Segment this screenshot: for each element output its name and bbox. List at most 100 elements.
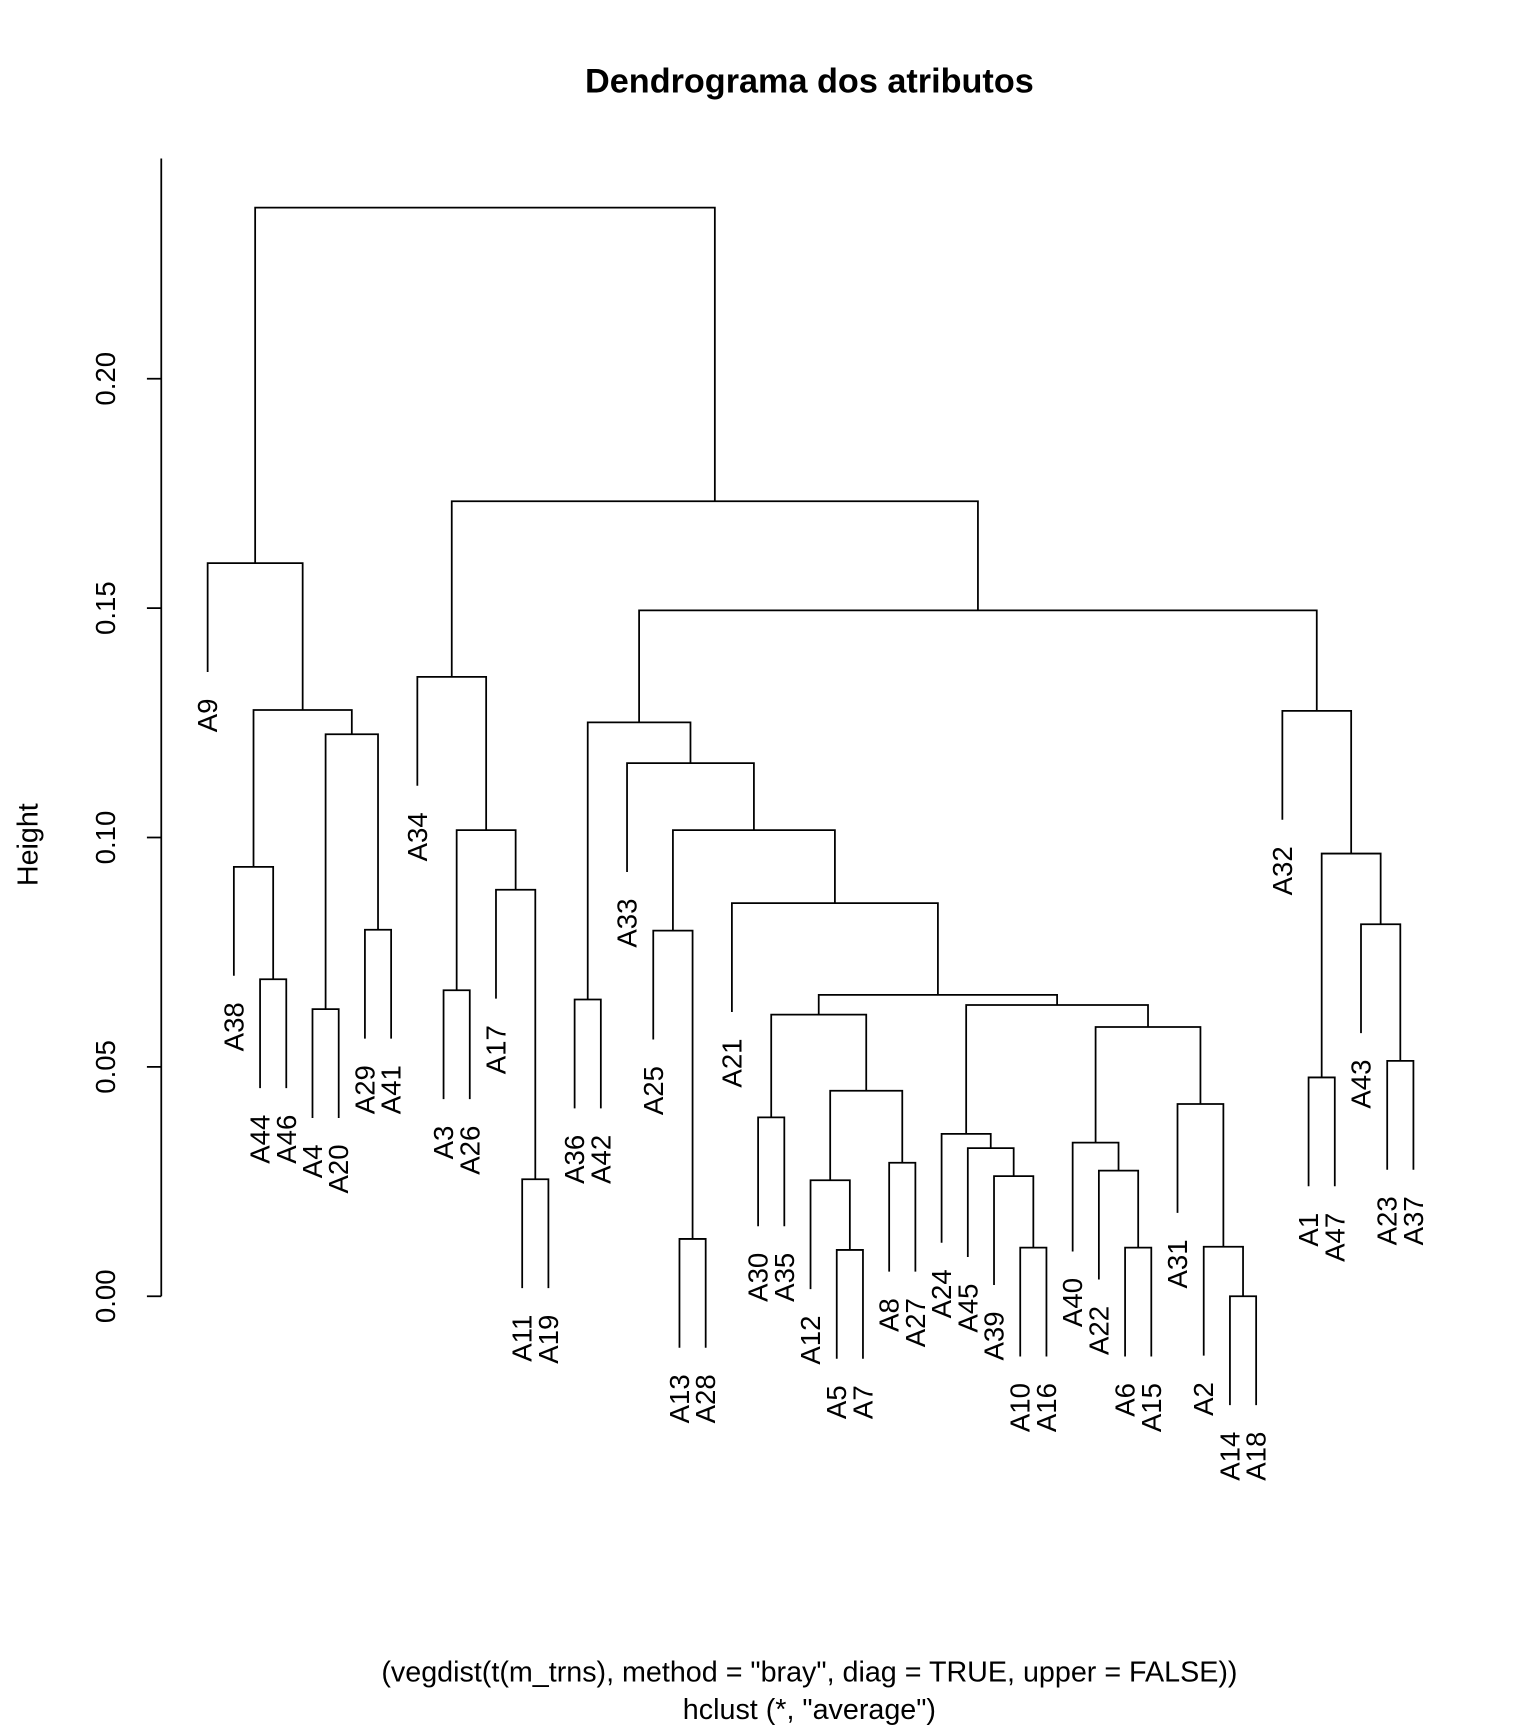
leaf-label: A11 xyxy=(507,1315,538,1362)
merge-link xyxy=(1124,1246,1153,1357)
merge-link xyxy=(450,500,979,677)
merge-link xyxy=(672,829,836,931)
leaf-label: A40 xyxy=(1057,1278,1088,1327)
leaf-label: A6 xyxy=(1110,1383,1141,1417)
merge-link xyxy=(573,998,602,1109)
leaf-label: A41 xyxy=(376,1065,407,1114)
merge-link xyxy=(1176,1103,1225,1247)
dendrogram-tree xyxy=(206,206,1415,1406)
leaf-label: A15 xyxy=(1136,1383,1167,1432)
leaf-label: A47 xyxy=(1319,1213,1350,1262)
merge-link xyxy=(455,829,517,991)
merge-link xyxy=(442,989,471,1100)
leaf-label: A14 xyxy=(1214,1432,1245,1481)
y-tick-label: 0.20 xyxy=(90,352,121,406)
merge-link xyxy=(809,1179,851,1290)
leaf-label: A23 xyxy=(1372,1196,1403,1245)
merge-link xyxy=(206,562,304,710)
subtitle: hclust (*, "average") xyxy=(683,1694,936,1726)
leaf-label: A9 xyxy=(192,699,223,733)
leaf-label: A20 xyxy=(323,1144,354,1193)
leaf-label: A36 xyxy=(559,1135,590,1184)
merge-link xyxy=(416,676,488,831)
merge-link xyxy=(965,1004,1149,1134)
leaf-label: A32 xyxy=(1267,846,1298,895)
leaf-label: A34 xyxy=(402,812,433,861)
leaf-label: A2 xyxy=(1188,1382,1219,1416)
merge-link xyxy=(1386,1060,1415,1170)
y-tick-label: 0.05 xyxy=(90,1040,121,1094)
merge-link xyxy=(1094,1026,1202,1143)
leaf-label: A16 xyxy=(1031,1383,1062,1432)
merge-link xyxy=(770,1013,868,1118)
leaf-label: A5 xyxy=(821,1385,852,1419)
leaf-label: A28 xyxy=(690,1374,721,1423)
merge-link xyxy=(1019,1246,1048,1357)
merge-link xyxy=(678,1238,707,1348)
leaf-label: A1 xyxy=(1293,1213,1324,1247)
merge-link xyxy=(1229,1295,1258,1406)
leaf-label: A39 xyxy=(979,1311,1010,1360)
leaf-label: A3 xyxy=(428,1126,459,1160)
leaf-label: A45 xyxy=(952,1283,983,1332)
leaf-label: A19 xyxy=(533,1315,564,1364)
merge-link xyxy=(232,865,275,980)
leaf-label: A12 xyxy=(795,1316,826,1365)
leaf-label: A8 xyxy=(874,1298,905,1332)
y-tick-label: 0.00 xyxy=(90,1269,121,1323)
merge-link xyxy=(324,733,379,1010)
leaf-label: A33 xyxy=(612,899,643,948)
leaf-label: A4 xyxy=(297,1144,328,1178)
merge-link xyxy=(521,1178,550,1289)
leaf-label: A46 xyxy=(271,1115,302,1164)
merge-link xyxy=(888,1161,917,1272)
merge-link xyxy=(966,1147,1015,1257)
merge-link xyxy=(259,978,288,1089)
leaf-label: A37 xyxy=(1398,1196,1429,1245)
merge-link xyxy=(757,1116,786,1227)
merge-link xyxy=(254,206,716,564)
leaf-label: A31 xyxy=(1162,1239,1193,1288)
leaf-label: A43 xyxy=(1345,1060,1376,1109)
merge-link xyxy=(1360,923,1402,1061)
merge-link xyxy=(993,1175,1035,1285)
x-axis-label: (vegdist(t(m_trns), method = "bray", dia… xyxy=(381,1657,1237,1689)
merge-link xyxy=(626,762,755,873)
leaf-label: A35 xyxy=(769,1253,800,1302)
leaf-label: A25 xyxy=(638,1066,669,1115)
merge-link xyxy=(835,1249,864,1359)
chart-title: Dendrograma dos atributos xyxy=(585,63,1034,101)
y-tick-label: 0.15 xyxy=(90,581,121,635)
leaf-label: A27 xyxy=(900,1298,931,1347)
leaf-label: A42 xyxy=(585,1135,616,1184)
leaf-label: A13 xyxy=(664,1374,695,1423)
merge-link xyxy=(829,1089,904,1181)
merge-link xyxy=(1202,1245,1244,1356)
y-axis-label: Height xyxy=(13,803,45,886)
merge-link xyxy=(311,1008,340,1118)
merge-link xyxy=(1281,709,1353,854)
y-tick-label: 0.10 xyxy=(90,811,121,865)
leaf-label: A30 xyxy=(743,1253,774,1302)
leaf-label: A29 xyxy=(349,1065,380,1114)
leaf-label: A17 xyxy=(480,1025,511,1074)
leaf-label: A22 xyxy=(1083,1306,1114,1355)
merge-link xyxy=(364,928,393,1039)
leaf-label: A44 xyxy=(245,1115,276,1164)
leaf-label: A21 xyxy=(716,1038,747,1087)
merge-link xyxy=(731,902,939,1012)
merge-link xyxy=(1097,1169,1140,1280)
merge-link xyxy=(1307,1076,1336,1187)
merge-link xyxy=(940,1132,992,1243)
leaf-label: A24 xyxy=(926,1269,957,1318)
merge-link xyxy=(1071,1141,1120,1252)
leaf-label: A10 xyxy=(1005,1383,1036,1432)
merge-link xyxy=(638,609,1318,723)
leaf-label: A38 xyxy=(218,1002,249,1051)
merge-link xyxy=(1320,852,1382,1078)
leaf-label: A18 xyxy=(1241,1432,1272,1481)
leaf-label: A26 xyxy=(454,1126,485,1175)
leaf-label: A7 xyxy=(847,1385,878,1419)
